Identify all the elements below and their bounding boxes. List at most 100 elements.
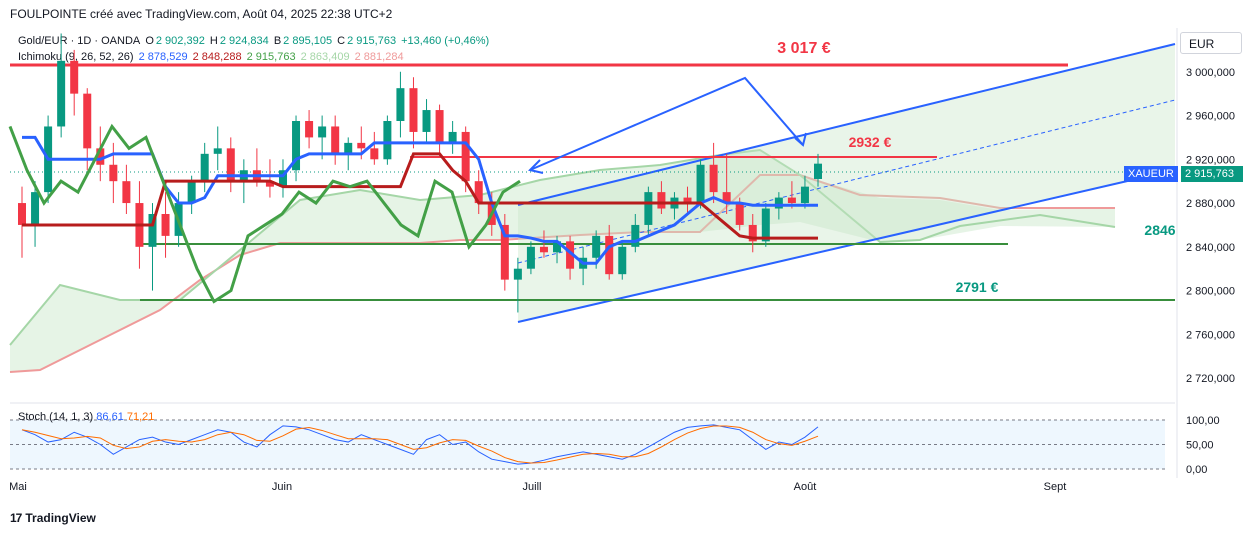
candle-body [305,121,314,138]
level-label-resist: 2932 € [849,134,892,150]
candle-body [161,214,170,236]
stoch-tick-label: 0,00 [1186,464,1207,476]
stoch-k-value: 86,61 [96,411,124,423]
price-tag: 2 915,763 [1181,166,1243,182]
candle-body [657,192,666,209]
candle-body [683,197,692,204]
candle-body [748,224,757,242]
candle-body [696,164,705,204]
tradingview-logo-icon: 17 [10,511,22,525]
ichimoku-legend: Ichimoku (9, 26, 52, 26) 2 878,529 2 848… [18,51,406,63]
channel-fill [518,44,1175,322]
candle-body [709,164,718,193]
candle-body [553,241,562,253]
candle-body [265,181,274,187]
stoch-d-line [21,425,819,464]
candle-body [109,164,118,182]
candle-body [409,88,418,132]
x-tick-label: Mai [9,481,27,493]
candle-body [213,148,222,154]
candle-body [787,197,796,204]
candle-body [513,268,522,280]
high-value: 2 924,834 [219,35,269,47]
candle-body [592,235,601,258]
y-tick-label: 3 000,000 [1186,67,1235,79]
tradingview-footer[interactable]: 17 TradingView [10,511,96,525]
stoch-d-value: 71,21 [126,411,155,423]
candle-body [187,181,196,204]
candle-body [226,148,235,182]
stoch-tick-label: 100,00 [1186,415,1220,427]
senkou-a-line [9,148,1116,346]
candle-body [344,142,353,154]
candle-body [96,148,105,165]
x-tick-label: Juill [523,481,542,493]
candle-body [122,181,131,204]
senkou-a-value: 2 863,409 [300,51,350,63]
high-label: H [209,35,218,47]
candle-body [422,110,431,132]
kijun-value: 2 848,288 [192,51,242,63]
candle-body [83,93,92,149]
candle-body [448,131,457,143]
stoch-label[interactable]: Stoch (14, 1, 3) [18,411,94,423]
candle-body [774,197,783,209]
arrowhead-left-icon [528,159,544,174]
level-label-support1: 2846 [1144,222,1175,238]
channel-lower-line [517,169,1176,323]
candle-body [814,163,822,179]
senkou-b-value: 2 881,284 [354,51,404,63]
candle-body [566,241,575,269]
kijun-line [22,152,818,240]
stoch-k-line [21,424,819,465]
x-tick-label: Sept [1044,481,1067,493]
candle-body [292,121,301,171]
change-value: +13,460 (+0,46%) [401,35,490,47]
close-label: C [337,35,346,47]
close-value: 2 915,763 [347,35,397,47]
candle-body [461,131,470,182]
open-value: 2 902,392 [155,35,205,47]
y-tick-label: 2 960,000 [1186,111,1235,123]
candle-body [200,153,209,182]
candle-body [618,246,627,275]
candle-body [357,142,366,149]
candle-body [631,224,640,247]
open-label: O [145,35,154,47]
y-tick-label: 2 760,000 [1186,329,1235,341]
candle-body [644,192,653,225]
chart-header: FOULPOINTE créé avec TradingView.com, Ao… [10,7,393,21]
candle-body [31,192,40,225]
y-tick-label: 2 920,000 [1186,154,1235,166]
candle-body [526,246,535,269]
low-value: 2 895,105 [283,35,333,47]
tenkan-value: 2 878,529 [138,51,188,63]
low-label: B [273,35,282,47]
brand-name: TradingView [25,511,96,525]
candle-body [539,246,548,253]
symbol-label[interactable]: Gold/EUR · 1D · OANDA [18,35,141,47]
x-tick-label: Août [794,481,817,493]
ichimoku-cloud [10,150,1115,372]
currency-selector[interactable]: EUR [1180,32,1242,54]
candle-body [800,186,809,204]
symbol-tag: XAUEUR [1124,166,1178,182]
chikou-line [8,123,521,304]
candle-body [761,208,770,242]
candle-body [331,126,340,154]
candle-body [18,203,26,225]
candle-body [383,121,392,160]
chikou-value: 2 915,763 [246,51,296,63]
level-label-top: 3 017 € [777,40,830,57]
arrowhead-right-icon [794,132,807,147]
candle-body [396,88,405,121]
y-tick-label: 2 720,000 [1186,373,1235,385]
senkou-b-line [9,174,1115,373]
candle-body [370,148,379,160]
candle-body [278,170,287,187]
ichimoku-label[interactable]: Ichimoku (9, 26, 52, 26) [18,51,134,63]
candle-body [500,224,509,280]
y-tick-label: 2 840,000 [1186,242,1235,254]
